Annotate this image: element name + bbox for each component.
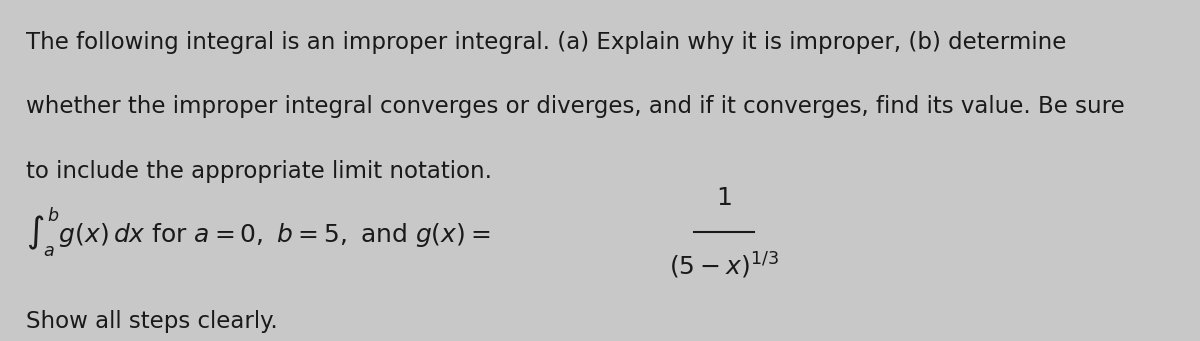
Text: Show all steps clearly.: Show all steps clearly. (26, 310, 278, 333)
Text: whether the improper integral converges or diverges, and if it converges, find i: whether the improper integral converges … (26, 95, 1126, 118)
Text: $\int_a^b g(x)\,dx$ for $a = 0,\ b = 5,$ and $g(x) =$: $\int_a^b g(x)\,dx$ for $a = 0,\ b = 5,$… (26, 205, 491, 259)
Text: The following integral is an improper integral. (a) Explain why it is improper, : The following integral is an improper in… (26, 31, 1067, 54)
Text: $(5 - x)^{1/3}$: $(5 - x)^{1/3}$ (668, 251, 779, 281)
Text: $1$: $1$ (715, 186, 732, 210)
Text: to include the appropriate limit notation.: to include the appropriate limit notatio… (26, 160, 492, 183)
